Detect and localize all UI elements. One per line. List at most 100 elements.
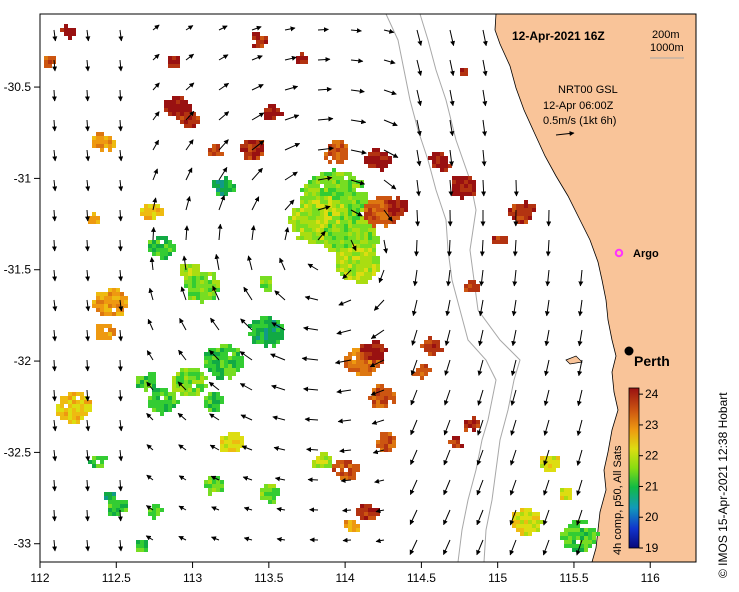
sst-pixel: [256, 156, 260, 160]
sst-pixel: [304, 200, 308, 204]
sst-pixel: [116, 312, 120, 316]
sst-pixel: [300, 236, 304, 240]
sst-pixel: [324, 184, 328, 188]
sst-pixel: [152, 240, 156, 244]
sst-pixel: [320, 220, 324, 224]
sst-pixel: [332, 236, 336, 240]
sst-pixel: [364, 228, 368, 232]
sst-pixel: [312, 180, 316, 184]
sst-pixel: [368, 268, 372, 272]
sst-pixel: [188, 296, 192, 300]
sst-pixel: [352, 240, 356, 244]
sst-pixel: [356, 356, 360, 360]
sst-pixel: [60, 412, 64, 416]
sst-pixel: [100, 332, 104, 336]
sst-pixel: [196, 392, 200, 396]
sst-pixel: [324, 208, 328, 212]
sst-pixel: [192, 296, 196, 300]
sst-pixel: [264, 316, 268, 320]
sst-pixel: [216, 192, 220, 196]
sst-pixel: [216, 184, 220, 188]
sst-pixel: [144, 384, 148, 388]
sst-pixel: [148, 216, 152, 220]
sst-pixel: [152, 404, 156, 408]
sst-pixel: [108, 296, 112, 300]
sst-pixel: [180, 372, 184, 376]
sst-pixel: [216, 408, 220, 412]
sst-pixel: [172, 404, 176, 408]
sst-pixel: [356, 352, 360, 356]
sst-pixel: [348, 208, 352, 212]
sst-pixel: [320, 180, 324, 184]
sst-pixel: [228, 356, 232, 360]
sst-pixel: [164, 396, 168, 400]
sst-pixel: [308, 208, 312, 212]
sst-pixel: [216, 288, 220, 292]
sst-pixel: [320, 236, 324, 240]
sst-pixel: [188, 392, 192, 396]
sst-pixel: [348, 192, 352, 196]
sst-pixel: [200, 280, 204, 284]
sst-pixel: [340, 192, 344, 196]
sst-pixel: [196, 288, 200, 292]
sst-pixel: [208, 152, 212, 156]
sst-pixel: [96, 136, 100, 140]
sst-pixel: [220, 396, 224, 400]
sst-pixel: [456, 176, 460, 180]
sst-pixel: [248, 144, 252, 148]
sst-pixel: [220, 356, 224, 360]
sst-pixel: [360, 248, 364, 252]
sst-pixel: [100, 328, 104, 332]
sst-pixel: [108, 336, 112, 340]
sst-pixel: [356, 268, 360, 272]
sst-pixel: [376, 196, 380, 200]
sst-pixel: [304, 212, 308, 216]
sst-pixel: [360, 272, 364, 276]
sst-pixel: [192, 372, 196, 376]
sst-pixel: [200, 384, 204, 388]
sst-pixel: [324, 192, 328, 196]
sst-pixel: [64, 416, 68, 420]
sst-pixel: [108, 304, 112, 308]
sst-pixel: [64, 408, 68, 412]
sst-pixel: [208, 284, 212, 288]
sst-pixel: [368, 356, 372, 360]
sst-pixel: [348, 260, 352, 264]
sst-pixel: [464, 180, 468, 184]
sst-pixel: [208, 408, 212, 412]
sst-pixel: [208, 292, 212, 296]
sst-pixel: [260, 148, 264, 152]
sst-pixel: [72, 416, 76, 420]
sst-pixel: [328, 236, 332, 240]
sst-pixel: [256, 148, 260, 152]
sst-pixel: [168, 408, 172, 412]
sst-pixel: [376, 260, 380, 264]
sst-pixel: [336, 264, 340, 268]
sst-pixel: [64, 412, 68, 416]
sst-pixel: [468, 188, 472, 192]
sst-pixel: [364, 196, 368, 200]
sst-pixel: [172, 108, 176, 112]
sst-pixel: [436, 348, 440, 352]
sst-pixel: [116, 300, 120, 304]
sst-pixel: [100, 336, 104, 340]
sst-pixel: [180, 376, 184, 380]
sst-pixel: [344, 268, 348, 272]
sst-pixel: [320, 200, 324, 204]
sst-pixel: [368, 276, 372, 280]
sst-pixel: [60, 416, 64, 420]
sst-pixel: [428, 348, 432, 352]
sst-pixel: [216, 360, 220, 364]
sst-pixel: [372, 232, 376, 236]
sst-pixel: [196, 120, 200, 124]
sst-pixel: [452, 184, 456, 188]
sst-pixel: [324, 172, 328, 176]
sst-pixel: [336, 200, 340, 204]
sst-pixel: [348, 200, 352, 204]
sst-pixel: [196, 272, 200, 276]
sst-pixel: [376, 160, 380, 164]
sst-pixel: [228, 368, 232, 372]
sst-pixel: [264, 344, 268, 348]
sst-pixel: [444, 156, 448, 160]
sst-pixel: [472, 184, 476, 188]
